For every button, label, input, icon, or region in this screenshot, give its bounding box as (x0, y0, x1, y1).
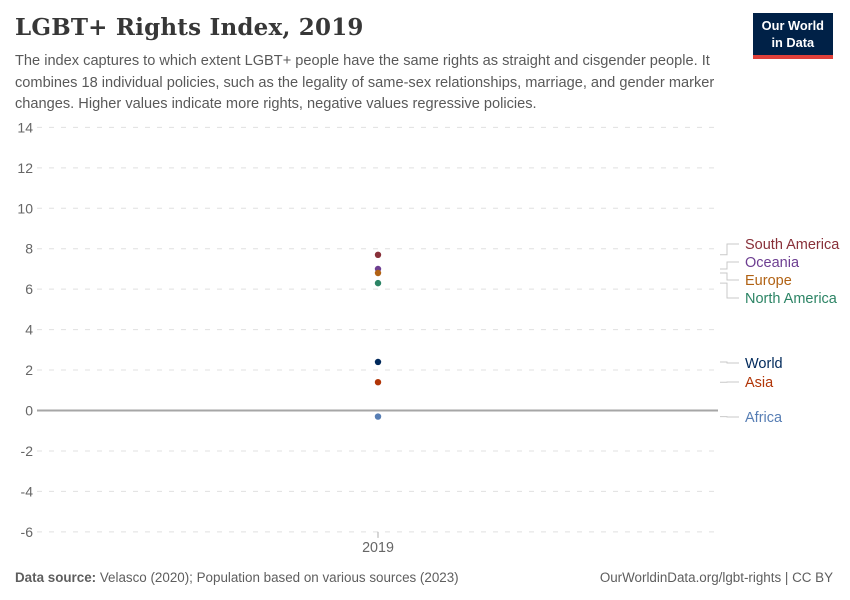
series-label-oceania[interactable]: Oceania (745, 255, 800, 271)
y-tick-label: 14 (17, 119, 33, 135)
data-source-text: Velasco (2020); Population based on vari… (96, 570, 459, 585)
data-point-north-america[interactable] (374, 279, 382, 287)
data-point-world[interactable] (374, 358, 382, 366)
logo-line2: in Data (771, 34, 815, 50)
y-tick-label: -4 (21, 483, 34, 499)
series-label-asia[interactable]: Asia (745, 375, 774, 391)
y-tick-label: 8 (25, 241, 33, 257)
y-tick-label: 4 (25, 322, 33, 338)
y-tick-label: 12 (17, 160, 33, 176)
y-tick-label: -2 (21, 443, 34, 459)
y-tick-label: 0 (25, 403, 33, 419)
series-label-africa[interactable]: Africa (745, 410, 783, 426)
y-tick-label: -6 (21, 524, 34, 540)
y-tick-label: 10 (17, 200, 33, 216)
x-tick-label: 2019 (362, 540, 394, 556)
data-point-asia[interactable] (374, 378, 382, 386)
series-label-world[interactable]: World (745, 356, 783, 372)
series-label-south-america[interactable]: South America (745, 237, 840, 253)
data-source: Data source: Velasco (2020); Population … (15, 570, 459, 585)
label-connector (720, 361, 739, 364)
series-label-europe[interactable]: Europe (745, 273, 792, 289)
label-connector (720, 243, 739, 256)
attribution: OurWorldinData.org/lgbt-rights | CC BY (599, 570, 833, 585)
y-tick-label: 6 (25, 281, 33, 297)
data-point-south-america[interactable] (374, 251, 382, 259)
label-connector (720, 282, 739, 299)
data-source-label: Data source: (15, 570, 97, 585)
series-label-north-america[interactable]: North America (745, 291, 838, 307)
data-point-africa[interactable] (374, 413, 382, 420)
page-title: LGBT+ Rights Index, 2019 (15, 14, 364, 41)
data-point-europe[interactable] (374, 269, 382, 277)
chart-subtitle: The index captures to which extent LGBT+… (15, 53, 715, 113)
label-connector (720, 261, 739, 270)
owid-logo[interactable]: Our World in Data (752, 13, 833, 60)
logo-line1: Our World (761, 18, 824, 33)
label-connector (720, 272, 739, 281)
y-tick-label: 2 (25, 362, 33, 378)
